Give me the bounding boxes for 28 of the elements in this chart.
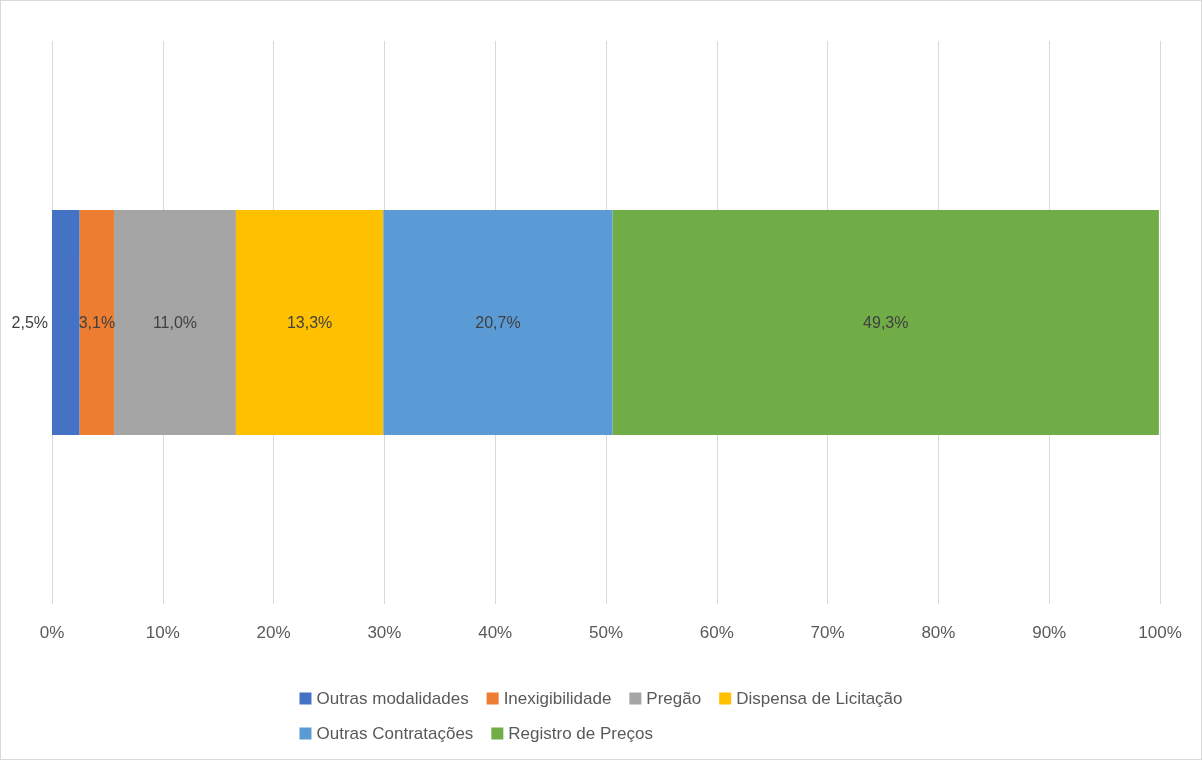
bar [383,209,613,436]
bar [114,209,236,436]
data-label: 2,5% [11,314,48,331]
x-tick-label: 100% [1138,623,1182,642]
data-label: 11,0% [152,314,198,331]
x-tick-label: 30% [367,623,402,642]
x-tick-label: 10% [145,623,180,642]
x-tick-label: 50% [588,623,624,642]
bar [79,209,115,436]
data-label: 20,7% [475,314,521,331]
x-tick-label: 70% [810,623,845,642]
x-tick-label: 60% [699,623,734,642]
bar [612,209,1159,436]
x-tick-label: 40% [478,623,513,642]
x-tick-label: 0% [39,623,65,642]
legend-label: Dispensa de Licitação [736,689,903,708]
x-tick-label: 90% [1032,623,1067,642]
legend-label: Outras modalidades [316,689,469,708]
data-label: 13,3% [286,314,333,331]
legend-label: Outras Contratações [316,724,474,743]
x-tick-label: 80% [921,623,956,642]
legend-label: Registro de Preços [508,724,653,743]
legend-label: Inexigibilidade [503,689,612,708]
bar [235,209,384,436]
data-label: 49,3% [863,314,909,331]
x-tick-label: 20% [256,623,291,642]
bar [52,209,80,436]
legend-label: Pregão [646,689,702,708]
